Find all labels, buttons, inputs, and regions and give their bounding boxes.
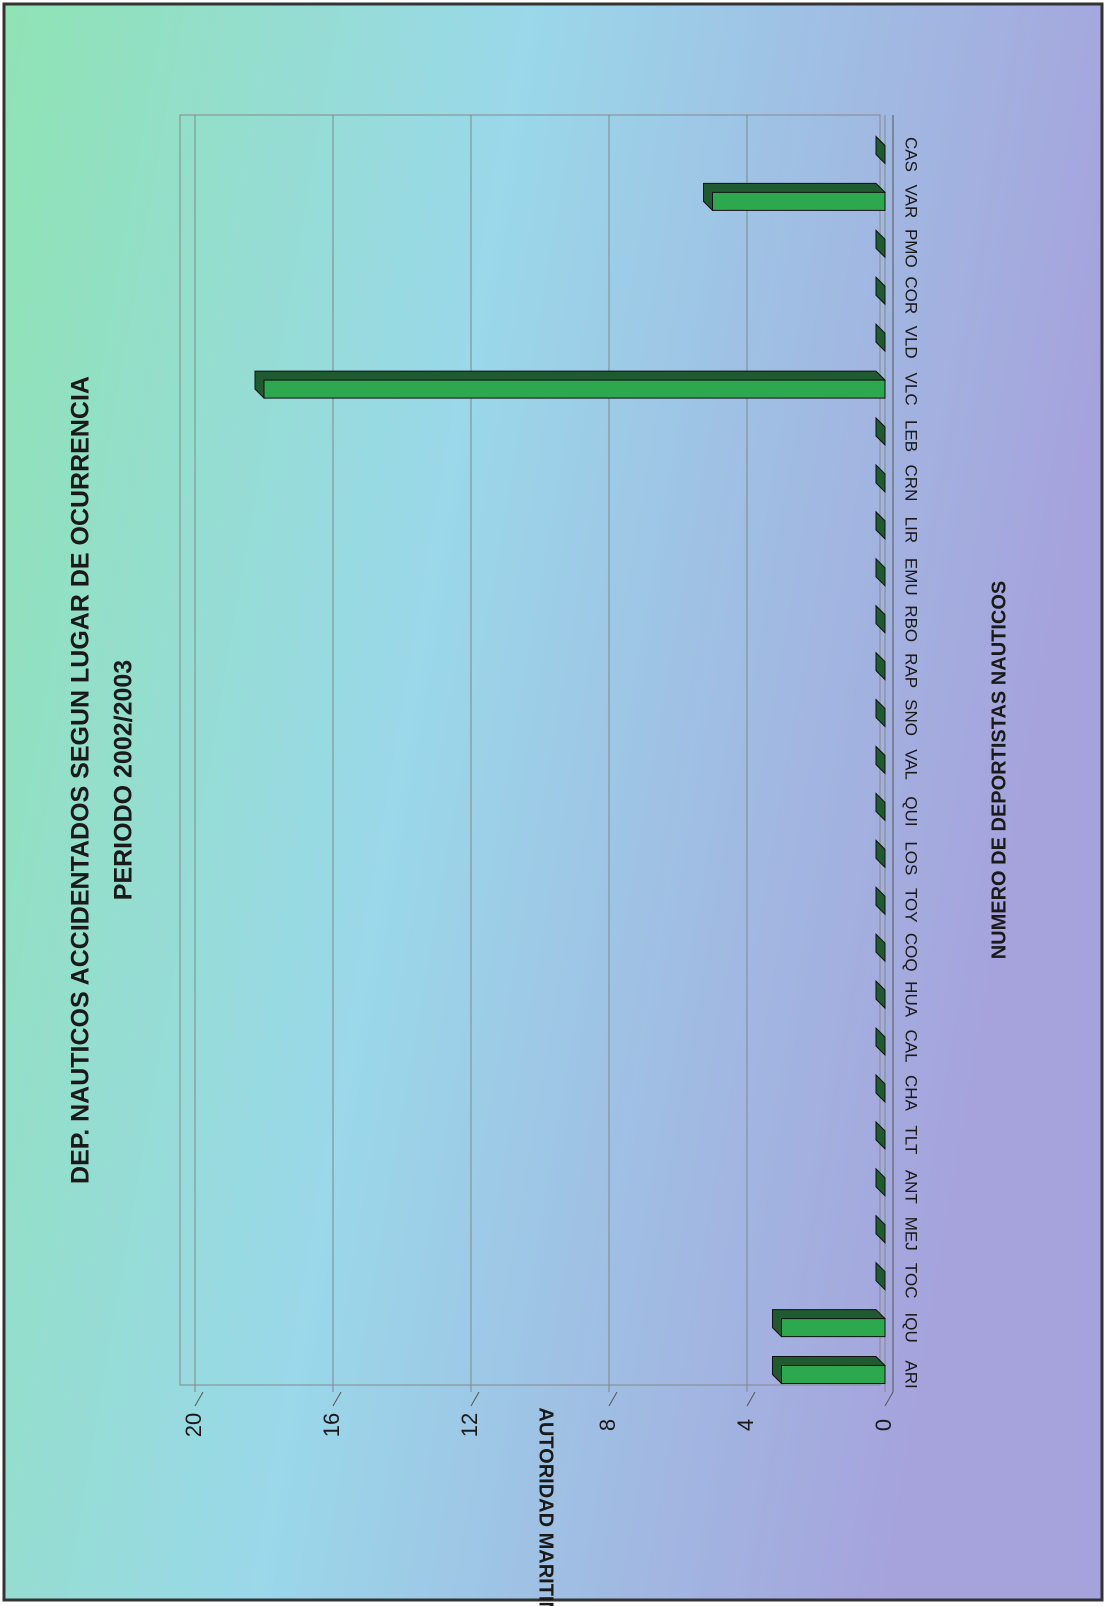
y-tick-label: 12 [457, 1413, 482, 1437]
bar-shade [875, 229, 886, 259]
x-tick-label: CRN [902, 465, 921, 502]
y-tick-label: 16 [319, 1413, 344, 1437]
x-tick-label: TLT [902, 1125, 921, 1154]
x-tick-label: VAR [902, 185, 921, 219]
tick-mark [470, 1391, 480, 1407]
x-tick-label: SNO [902, 699, 921, 736]
x-tick-label: CAS [902, 137, 921, 172]
tick-mark [746, 1391, 756, 1407]
bar-shade [875, 1167, 886, 1198]
bar [781, 1318, 886, 1338]
bar-shade [875, 792, 886, 822]
bar-shade [875, 510, 886, 541]
bar-shade [875, 1120, 886, 1151]
x-tick-label: ANT [902, 1170, 921, 1204]
x-tick-label: TOY [902, 888, 921, 923]
bar [712, 191, 886, 211]
x-tick-label: LIR [902, 517, 921, 543]
bar-shade [875, 463, 886, 494]
bar-shade [875, 322, 886, 353]
x-tick-label: TOC [902, 1263, 921, 1299]
bar-shade [875, 135, 886, 165]
x-tick-label: EMU [902, 558, 921, 596]
x-axis-title: NUMERO DE DEPORTISTAS NAUTICOS [988, 581, 1010, 960]
x-tick-label: RAP [902, 653, 921, 688]
bar-shade [875, 604, 886, 634]
x-tick-label: VLD [902, 326, 921, 359]
bar-shade [875, 1261, 886, 1291]
y-tick-label: 0 [871, 1419, 896, 1431]
bar-shade [875, 745, 886, 775]
x-tick-label: RBO [902, 605, 921, 642]
bar [781, 1365, 886, 1385]
x-tick-label: LOS [902, 841, 921, 875]
rotated-chart: DEP. NAUTICOS ACCIDENTADOS SEGUN LUGAR D… [67, 114, 1010, 1606]
bar-shade [875, 932, 886, 963]
x-tick-label: COR [902, 276, 921, 314]
tick-mark [884, 1391, 894, 1407]
x-tick-label: LEB [902, 420, 921, 452]
x-tick-label: HUA [902, 981, 921, 1018]
bar-shade [875, 979, 886, 1010]
x-tick-label: MEJ [902, 1217, 921, 1251]
x-tick-label: COQ [902, 933, 921, 972]
bar-shade [875, 1026, 886, 1057]
bar-shade [875, 276, 886, 306]
tick-mark [194, 1391, 204, 1407]
chart-title: DEP. NAUTICOS ACCIDENTADOS SEGUN LUGAR D… [67, 376, 95, 1184]
bar-shade [875, 698, 886, 728]
bar-shade [875, 839, 886, 869]
bar-shade [875, 1214, 886, 1244]
x-tick-label: CAL [902, 1030, 921, 1063]
bar-shade [875, 557, 886, 588]
tick-mark [608, 1391, 618, 1407]
y-axis-title: AUTORIDAD MARITIMA [535, 1407, 557, 1606]
x-tick-label: QUI [902, 796, 921, 826]
x-tick-label: IQU [902, 1312, 921, 1342]
bar-shade [875, 651, 886, 681]
x-tick-label: VLC [902, 373, 921, 406]
y-tick-label: 8 [595, 1419, 620, 1431]
x-tick-label: ARI [902, 1360, 921, 1388]
y-tick-label: 4 [733, 1419, 758, 1431]
bar [263, 379, 886, 399]
bar-shade [875, 416, 886, 447]
x-tick-label: CHA [902, 1075, 921, 1112]
x-tick-label: PMO [902, 229, 921, 268]
bar-shade [875, 1073, 886, 1104]
tick-mark [332, 1391, 342, 1407]
x-tick-label: VAL [902, 749, 921, 780]
bar-shade [875, 886, 886, 916]
y-tick-label: 20 [181, 1413, 206, 1437]
chart-subtitle: PERIODO 2002/2003 [110, 660, 138, 900]
